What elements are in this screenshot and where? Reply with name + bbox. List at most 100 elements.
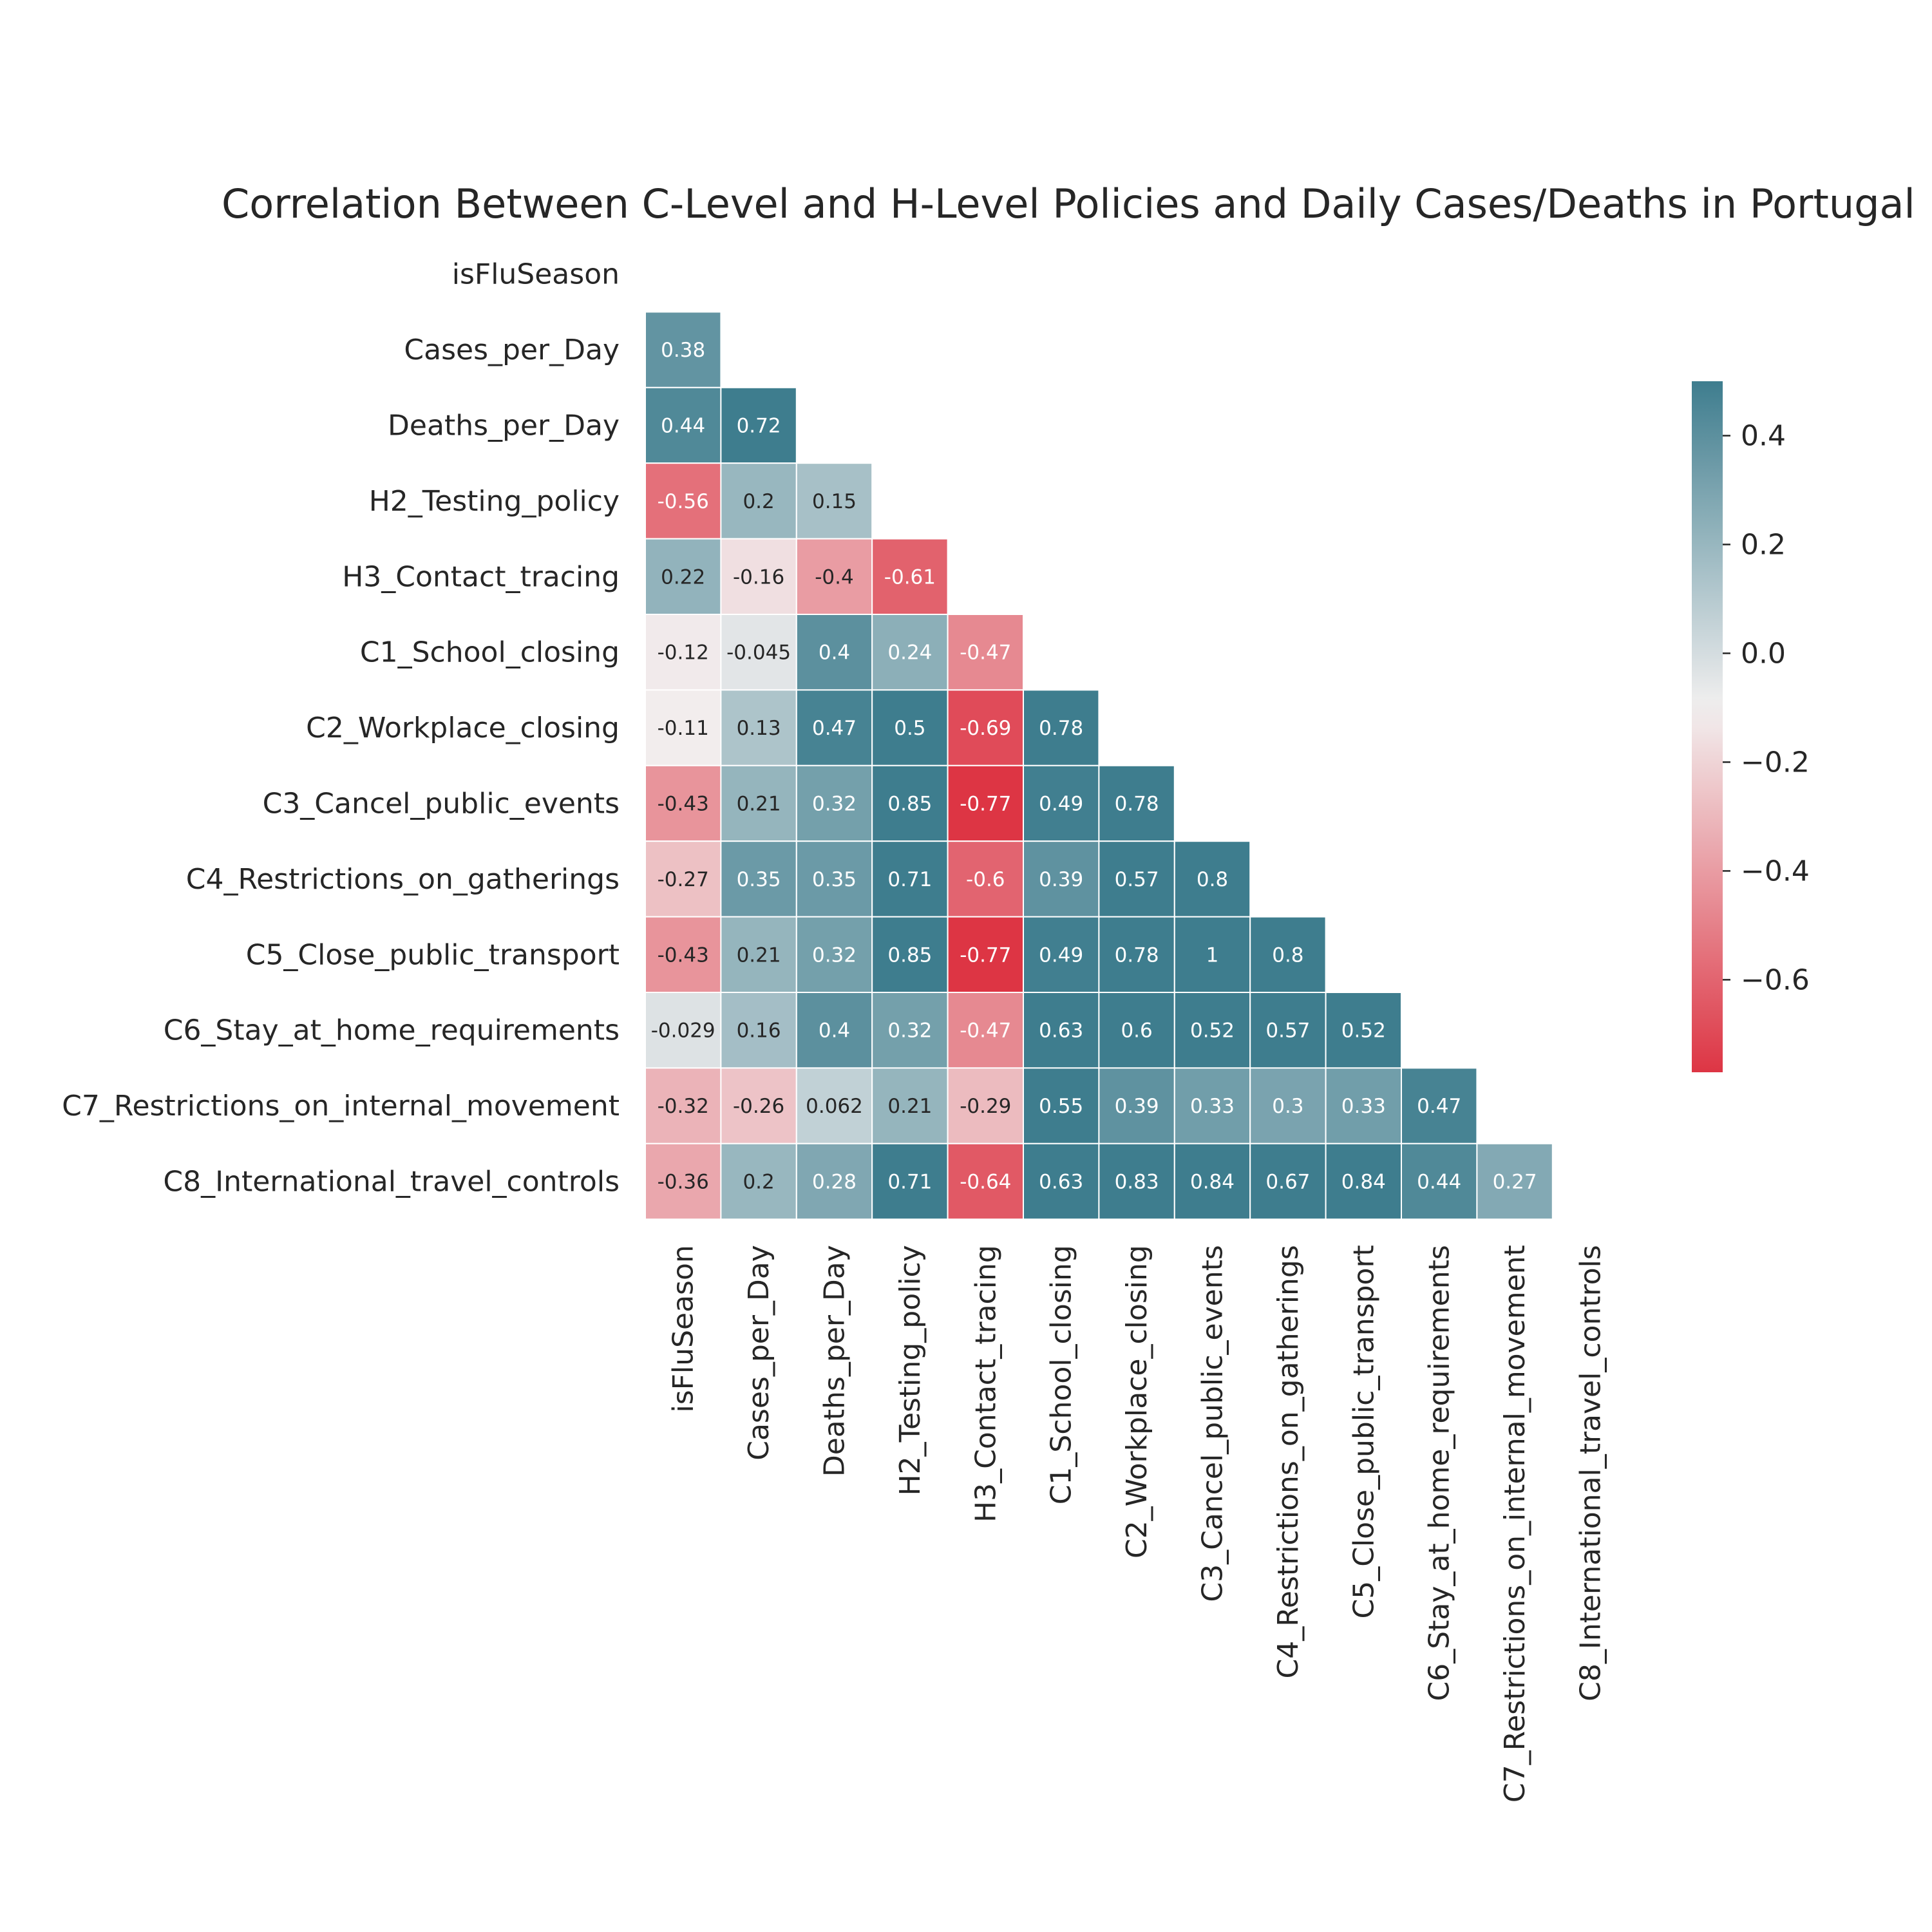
heatmap-cell	[1249, 1142, 1327, 1220]
cell-value-label: 0.27	[1493, 1171, 1537, 1194]
x-axis-labels: isFluSeason Cases_per_Day Deaths_per_Day H2…	[667, 1245, 1607, 1803]
cell-value-label: 0.47	[812, 717, 857, 740]
cell-value-label: 0.5	[894, 717, 925, 740]
cell-value-label: 0.63	[1039, 1019, 1083, 1043]
colorbar-tick-label: 0.2	[1741, 528, 1786, 561]
x-tick-label: isFluSeason	[667, 1245, 700, 1412]
cell-value-label: -0.029	[651, 1019, 715, 1043]
x-tick-label: H2_Testing_policy	[894, 1245, 927, 1495]
heatmap-cell	[1249, 1067, 1327, 1144]
cell-value-label: 0.63	[1039, 1171, 1083, 1194]
cell-value-label: 0.13	[737, 717, 781, 740]
cell-value-label: 0.57	[1265, 1019, 1310, 1043]
heatmap-cell	[1401, 1142, 1478, 1220]
colorbar: 0.4 0.2 0.0 −0.2 −0.4 −0.6	[1692, 381, 1810, 1072]
cell-value-label: 0.57	[1115, 868, 1159, 891]
heatmap-cell	[1098, 764, 1175, 842]
cell-value-label: 0.24	[887, 641, 932, 665]
x-tick-label: C2_Workplace_closing	[1121, 1245, 1153, 1558]
y-tick-label: Cases_per_Day	[404, 334, 620, 366]
cell-value-label: 0.71	[887, 1171, 932, 1194]
x-tick-label: C6_Stay_at_home_requirements	[1423, 1245, 1456, 1701]
cell-value-label: 0.4	[819, 641, 850, 665]
cell-value-label: -0.77	[960, 793, 1011, 816]
cell-value-label: 0.2	[743, 490, 774, 513]
heatmap-cell	[645, 840, 722, 918]
colorbar-tick-label: 0.4	[1741, 419, 1786, 452]
cell-value-label: 0.49	[1039, 793, 1083, 816]
x-tick-label: C1_School_closing	[1045, 1245, 1078, 1504]
x-tick-label: C3_Cancel_public_events	[1197, 1245, 1229, 1602]
x-tick-label: Deaths_per_Day	[819, 1245, 851, 1477]
heatmap-cell	[871, 764, 949, 842]
cell-value-label: -0.4	[815, 565, 854, 589]
heatmap-cell	[795, 1142, 873, 1220]
y-tick-label: C7_Restrictions_on_internal_movement	[62, 1090, 620, 1122]
cell-value-label: 0.6	[1121, 1019, 1152, 1043]
cell-value-label: -0.43	[658, 943, 709, 967]
heatmap-cell	[795, 916, 873, 993]
cell-value-label: -0.36	[658, 1171, 709, 1194]
heatmap-cell	[1249, 992, 1327, 1069]
cell-value-label: 0.67	[1265, 1171, 1310, 1194]
y-tick-label: isFluSeason	[452, 258, 620, 291]
heatmap-cell	[1325, 1142, 1403, 1220]
heatmap-cell	[1325, 992, 1403, 1069]
cell-value-label: 0.85	[887, 943, 932, 967]
cell-value-label: 1	[1206, 943, 1219, 967]
cell-value-label: 0.15	[812, 490, 857, 513]
cell-value-label: 0.78	[1115, 943, 1159, 967]
cell-value-label: 0.3	[1272, 1095, 1303, 1118]
y-tick-label: C2_Workplace_closing	[306, 712, 620, 744]
heatmap-cell	[1249, 916, 1327, 993]
heatmap-cell	[1023, 916, 1100, 993]
heatmap-cell	[720, 538, 797, 615]
x-tick-label: C4_Restrictions_on_gatherings	[1272, 1245, 1305, 1678]
chart-title: Correlation Between C-Level and H-Level …	[222, 180, 1915, 227]
cell-value-label: 0.44	[661, 415, 705, 438]
x-tick-label: C7_Restrictions_on_internal_movement	[1499, 1245, 1531, 1803]
cell-value-label: -0.27	[658, 868, 709, 891]
cell-value-label: 0.33	[1190, 1095, 1235, 1118]
heatmap-cell	[795, 689, 873, 766]
cell-value-label: 0.78	[1039, 717, 1083, 740]
y-tick-label: C3_Cancel_public_events	[263, 788, 620, 820]
cell-value-label: 0.16	[737, 1019, 781, 1043]
heatmap-cell	[645, 689, 722, 766]
cell-value-label: -0.47	[960, 641, 1011, 665]
cell-value-label: 0.8	[1272, 943, 1303, 967]
y-tick-label: C5_Close_public_transport	[246, 938, 620, 971]
heatmap-cell	[720, 1142, 797, 1220]
y-axis-labels: isFluSeason Cases_per_Day Deaths_per_Day H2…	[62, 258, 620, 1198]
heatmap-cell	[720, 386, 797, 464]
cell-value-label: 0.32	[812, 793, 857, 816]
heatmap-cell	[1023, 689, 1100, 766]
cell-value-label: 0.2	[743, 1171, 774, 1194]
heatmap-cell	[871, 614, 949, 691]
cell-value-label: 0.32	[887, 1019, 932, 1043]
cell-value-label: 0.85	[887, 793, 932, 816]
heatmap-cell	[871, 916, 949, 993]
heatmap-cell	[871, 1142, 949, 1220]
cell-value-label: 0.21	[737, 793, 781, 816]
colorbar-tick-label: 0.0	[1741, 637, 1786, 670]
cell-value-label: -0.6	[966, 868, 1005, 891]
cell-value-label: -0.47	[960, 1019, 1011, 1043]
heatmap-cell	[1023, 1142, 1100, 1220]
cell-value-label: 0.71	[887, 868, 932, 891]
y-tick-label: Deaths_per_Day	[388, 410, 620, 442]
heatmap-cell	[1023, 992, 1100, 1069]
heatmap-cell	[1098, 1142, 1175, 1220]
colorbar-tick-label: −0.2	[1741, 746, 1810, 779]
heatmap-cell	[645, 992, 722, 1069]
cell-value-label: 0.49	[1039, 943, 1083, 967]
cell-value-label: 0.39	[1115, 1095, 1159, 1118]
heatmap-cell	[720, 614, 797, 691]
heatmap-cell	[1173, 840, 1251, 918]
heatmap-cell	[1476, 1142, 1553, 1220]
y-tick-label: H2_Testing_policy	[369, 485, 620, 518]
colorbar-tick-label: −0.4	[1741, 855, 1810, 887]
cell-value-label: 0.52	[1341, 1019, 1386, 1043]
y-tick-label: C1_School_closing	[360, 636, 620, 669]
cell-value-label: -0.43	[658, 793, 709, 816]
